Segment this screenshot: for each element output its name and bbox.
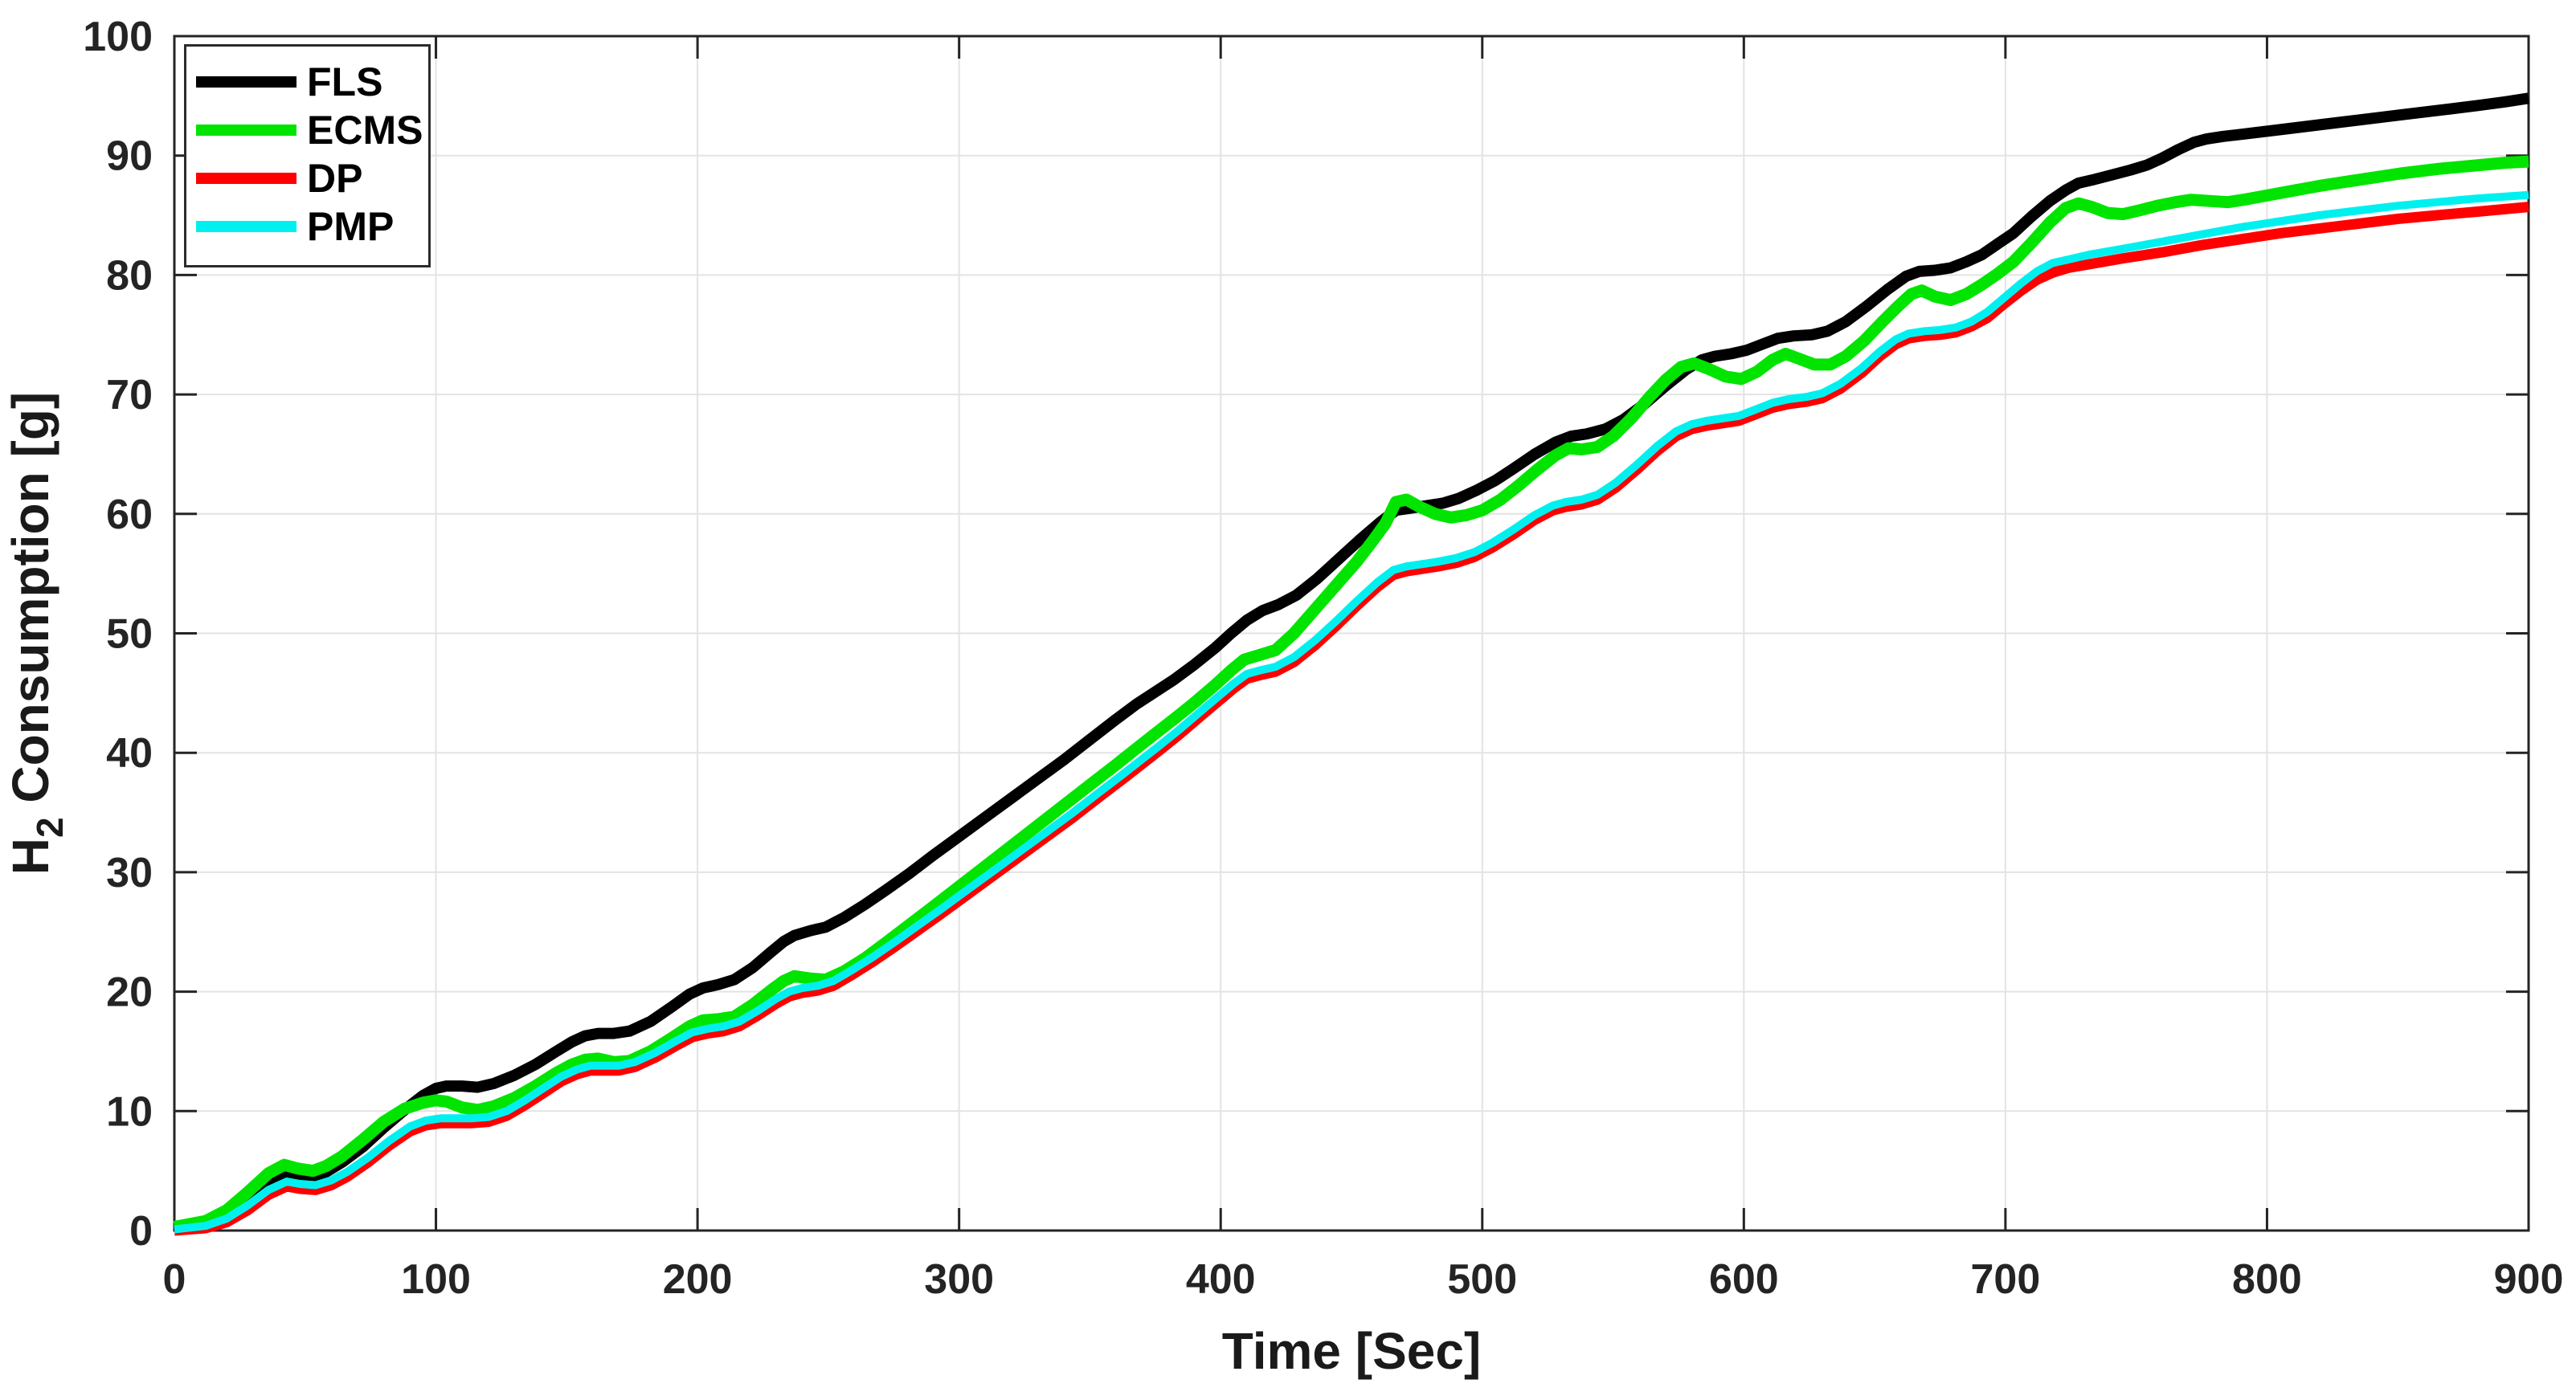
series-dp-line: [174, 202, 2529, 1236]
x-tick-label: 600: [1709, 1256, 1779, 1303]
axes-box: [173, 35, 2530, 1232]
tick-labels: 0 100 200 300 400 500 600 700 800 900 0 10 20 30 40 50 6…: [83, 14, 2563, 1303]
x-tick-label: 300: [924, 1256, 994, 1303]
y-tick-label: 30: [106, 850, 153, 896]
y-tick-label: 80: [106, 252, 153, 299]
y-tick-label: 70: [106, 372, 153, 418]
legend-line-sample-ecms: [196, 124, 296, 136]
x-axis-label: Time [Sec]: [1222, 1322, 1482, 1380]
x-tick-label: 800: [2232, 1256, 2302, 1303]
legend-line-sample-dp: [196, 173, 296, 184]
x-tick-label: 500: [1447, 1256, 1517, 1303]
y-tick-label: 50: [106, 611, 153, 658]
x-tick-label: 0: [163, 1256, 186, 1303]
legend-label-dp: DP: [307, 156, 363, 201]
x-tick-label: 900: [2494, 1256, 2564, 1303]
legend-item-fls: FLS: [186, 59, 428, 104]
legend-item-dp: DP: [186, 156, 428, 201]
legend-item-pmp: PMP: [186, 204, 428, 249]
x-tick-label: 700: [1971, 1256, 2041, 1303]
legend-line-sample-fls: [196, 76, 296, 88]
gridlines: [174, 35, 2529, 1231]
x-tick-label: 200: [663, 1256, 733, 1303]
y-tick-label: 0: [129, 1208, 153, 1255]
legend-item-ecms: ECMS: [186, 108, 428, 153]
y-tick-label: 90: [106, 133, 153, 180]
x-tick-label: 400: [1186, 1256, 1256, 1303]
series-ecms-line: [173, 155, 2529, 1233]
y-axis-label: H2 Consumption [g]: [2, 392, 71, 875]
x-tick-label: 100: [401, 1256, 471, 1303]
series-group: [173, 92, 2530, 1236]
legend-label-ecms: ECMS: [307, 108, 423, 153]
y-tick-label: 20: [106, 969, 153, 1016]
legend-line-sample-pmp: [196, 221, 296, 232]
y-tick-label: 100: [83, 14, 153, 60]
y-tick-label: 60: [106, 492, 153, 538]
legend: FLS ECMS DP PMP: [184, 44, 431, 267]
y-axis-label-group: H2 Consumption [g]: [2, 392, 71, 875]
y-tick-label: 10: [106, 1088, 153, 1135]
legend-label-fls: FLS: [307, 59, 383, 104]
y-tick-label: 40: [106, 730, 153, 777]
legend-label-pmp: PMP: [307, 204, 395, 249]
series-pmp-line: [174, 190, 2529, 1234]
series-fls-line: [173, 92, 2530, 1234]
